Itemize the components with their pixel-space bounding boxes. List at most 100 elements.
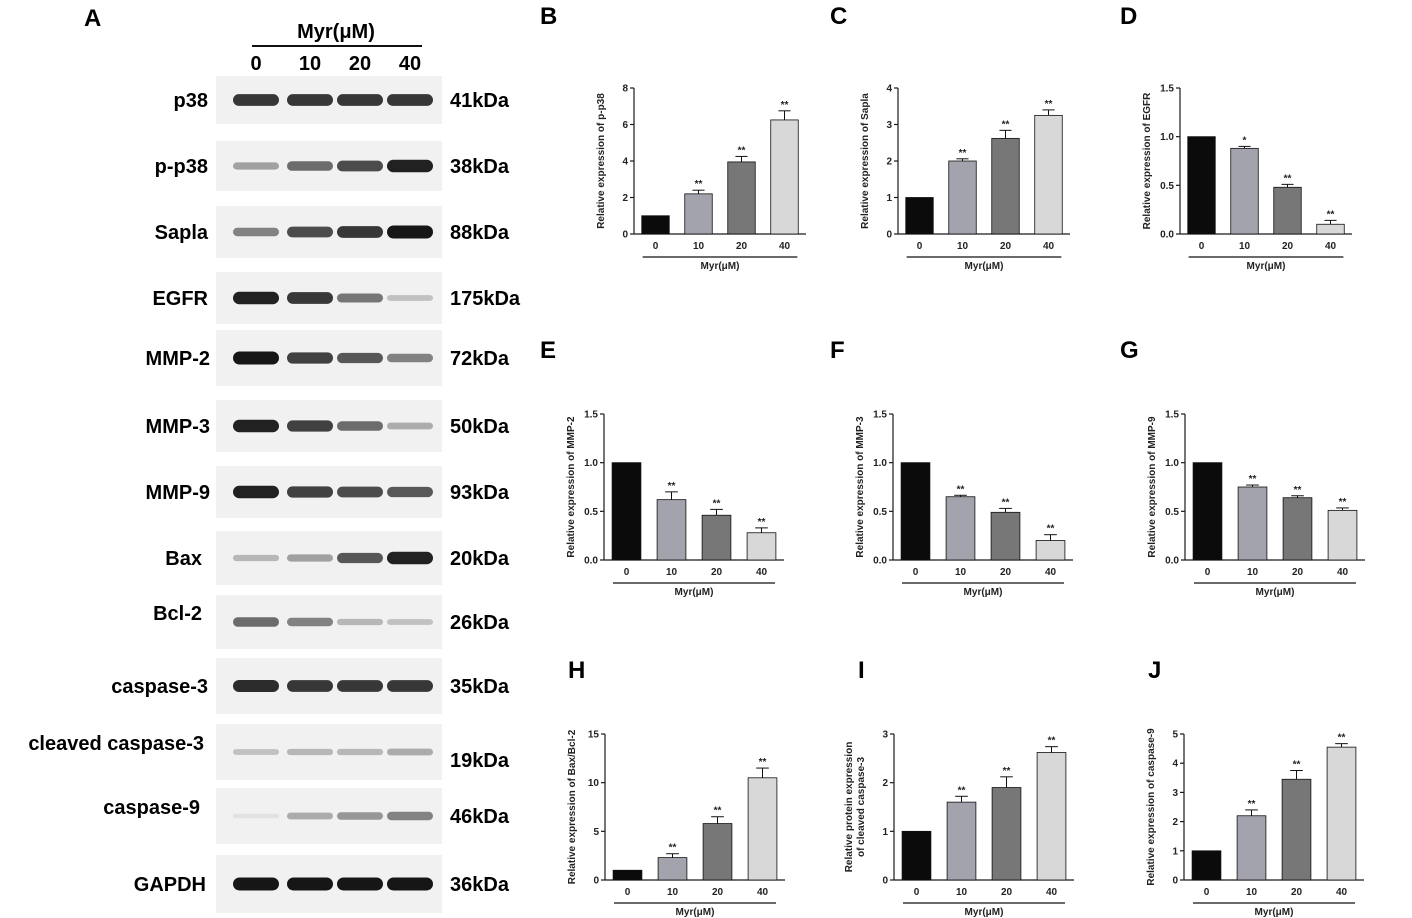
bar xyxy=(1034,114,1063,235)
lane-label: 10 xyxy=(299,53,321,75)
bar xyxy=(1230,147,1259,235)
y-axis-label: of cleaved caspase-3 xyxy=(856,757,867,857)
panel-letter-a: A xyxy=(84,5,101,32)
bar xyxy=(1035,540,1066,561)
significance-label: ** xyxy=(1338,733,1346,744)
chart-b: B 0 2 4 6 8 Relative expression of p-p38 0 ** 10 *… xyxy=(540,3,806,272)
y-tick-label: 0.5 xyxy=(1165,507,1179,518)
molecular-weight-label: 35kDa xyxy=(450,676,510,698)
y-tick-label: 1.0 xyxy=(1160,132,1174,143)
y-tick-label: 3 xyxy=(882,730,888,741)
y-tick-label: 10 xyxy=(588,778,600,789)
significance-label: ** xyxy=(1249,474,1257,485)
protein-band xyxy=(233,617,279,627)
bar xyxy=(612,869,643,881)
significance-label: ** xyxy=(759,757,767,768)
y-axis-label: Relative expression of p-p38 xyxy=(596,93,607,229)
bar xyxy=(657,857,688,881)
x-tick-label: 0 xyxy=(1204,887,1210,898)
molecular-weight-label: 36kDa xyxy=(450,874,510,896)
y-tick-label: 0.0 xyxy=(873,556,887,567)
bar xyxy=(901,830,932,881)
protein-band xyxy=(387,295,433,301)
x-axis-label: Myr(μM) xyxy=(701,261,740,272)
protein-band xyxy=(337,352,383,364)
protein-band xyxy=(337,680,383,692)
bar xyxy=(900,462,931,561)
y-tick-label: 2 xyxy=(622,193,628,204)
bar xyxy=(656,499,687,561)
protein-label: p-p38 xyxy=(155,156,208,178)
bar xyxy=(684,193,713,235)
protein-band xyxy=(387,225,433,239)
protein-band xyxy=(287,352,333,364)
protein-band xyxy=(337,421,383,431)
y-tick-label: 0 xyxy=(593,876,599,887)
protein-label: cleaved caspase-3 xyxy=(28,733,204,755)
y-tick-label: 2 xyxy=(882,778,888,789)
protein-band xyxy=(233,679,279,693)
y-tick-label: 1.5 xyxy=(1160,84,1174,95)
panel-letter: D xyxy=(1120,3,1137,30)
protein-band xyxy=(387,551,433,565)
protein-band xyxy=(387,94,433,106)
protein-band xyxy=(287,161,333,171)
bar xyxy=(1316,223,1345,235)
x-axis-label: Myr(μM) xyxy=(675,587,714,598)
bar xyxy=(1327,509,1358,561)
protein-band xyxy=(287,748,333,756)
y-tick-label: 4 xyxy=(622,157,628,168)
bar xyxy=(727,161,756,235)
molecular-weight-label: 93kDa xyxy=(450,482,510,504)
western-blot-figure: A Myr(μM) 0 10 20 40 p38 41kDa p-p38 38kDa Sapla 88… xyxy=(28,5,521,913)
bar xyxy=(991,137,1020,235)
x-tick-label: 20 xyxy=(1000,241,1012,252)
significance-label: ** xyxy=(959,148,967,159)
bar xyxy=(611,462,642,561)
x-tick-label: 0 xyxy=(913,567,919,578)
x-axis-label: Myr(μM) xyxy=(1256,587,1295,598)
y-tick-label: 3 xyxy=(1172,788,1178,799)
bar xyxy=(747,777,778,881)
x-tick-label: 0 xyxy=(914,887,920,898)
y-tick-label: 0 xyxy=(886,230,892,241)
panel-letter: F xyxy=(830,337,845,364)
significance-label: ** xyxy=(669,843,677,854)
protein-band xyxy=(387,811,433,821)
protein-band xyxy=(233,749,279,755)
bar xyxy=(1187,136,1216,235)
protein-band xyxy=(233,554,279,562)
x-tick-label: 10 xyxy=(955,567,967,578)
x-tick-label: 20 xyxy=(1291,887,1303,898)
x-axis-label: Myr(μM) xyxy=(965,261,1004,272)
bar xyxy=(948,160,977,235)
bar xyxy=(1236,815,1267,881)
chart-c: C 0 1 2 3 4 Relative expression of Sapla 0 ** 10 *… xyxy=(830,3,1070,272)
bar xyxy=(945,496,976,561)
significance-label: ** xyxy=(758,517,766,528)
protein-band xyxy=(387,877,433,891)
protein-band xyxy=(233,877,279,891)
molecular-weight-label: 20kDa xyxy=(450,548,510,570)
protein-band xyxy=(387,748,433,756)
y-tick-label: 0.0 xyxy=(1160,230,1174,241)
protein-band xyxy=(233,291,279,305)
protein-band xyxy=(287,812,333,820)
y-tick-label: 1.0 xyxy=(584,458,598,469)
protein-band xyxy=(287,617,333,627)
protein-band xyxy=(233,419,279,433)
x-axis-label: Myr(μM) xyxy=(965,907,1004,918)
protein-band xyxy=(387,422,433,430)
bar xyxy=(1282,497,1313,561)
protein-band xyxy=(287,680,333,692)
y-axis-label: Relative expression of MMP-3 xyxy=(855,416,866,558)
y-tick-label: 1 xyxy=(886,193,892,204)
y-tick-label: 1.5 xyxy=(1165,410,1179,421)
y-tick-label: 1 xyxy=(1172,846,1178,857)
x-tick-label: 10 xyxy=(667,887,679,898)
protein-label: EGFR xyxy=(152,288,208,310)
bar xyxy=(1036,752,1067,881)
protein-band xyxy=(337,812,383,820)
chart-j: J 0 1 2 3 4 5 Relative expression of caspase-9 0… xyxy=(1146,657,1364,918)
y-tick-label: 4 xyxy=(1172,759,1178,770)
